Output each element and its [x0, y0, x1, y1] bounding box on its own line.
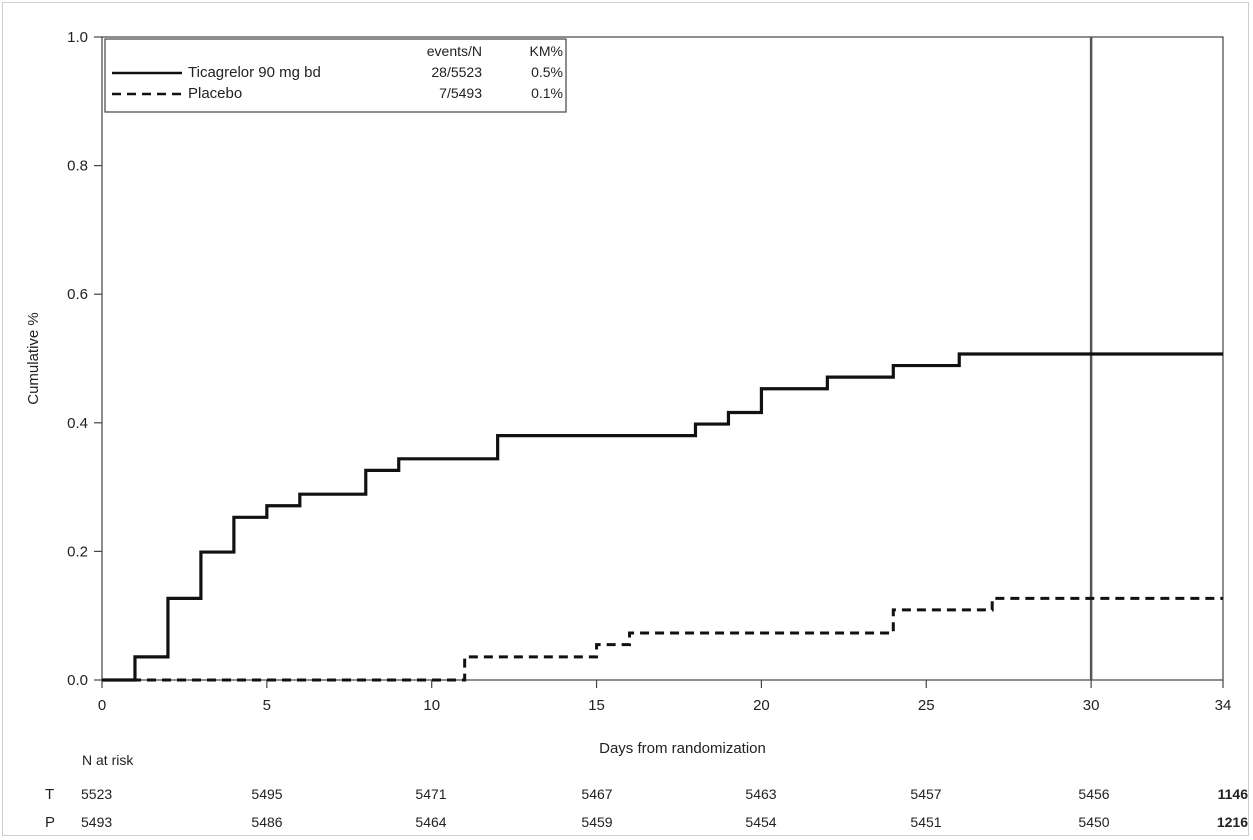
y-tick-label-0: 0.0 — [67, 672, 88, 689]
plot-border — [101, 36, 1224, 681]
risk-value-p-0: 5493 — [81, 814, 112, 830]
legend-label-0: Ticagrelor 90 mg bd — [188, 64, 321, 81]
y-axis-label: Cumulative % — [25, 312, 42, 405]
risk-row-label-p: P — [45, 814, 55, 831]
legend-box — [104, 38, 567, 113]
legend-events-1: 7/5493 — [439, 85, 482, 101]
risk-value-t-6: 5456 — [1078, 786, 1109, 802]
x-tick-label-5: 25 — [918, 697, 935, 714]
risk-value-t-5: 5457 — [910, 786, 941, 802]
series-layer — [102, 352, 1223, 682]
y-tick-label-5: 1.0 — [67, 29, 88, 46]
x-axis-label: Days from randomization — [599, 740, 766, 757]
risk-value-t-0: 5523 — [81, 786, 112, 802]
axes: 0.0 0.2 0.4 0.6 0.8 1.0 0 5 10 15 20 25 30 34 Days fro… — [25, 29, 1231, 757]
legend-label-1: Placebo — [188, 85, 242, 102]
risk-value-t-2: 5471 — [415, 786, 446, 802]
legend-km-1: 0.1% — [531, 85, 563, 101]
risk-table: N at risk T 5523 5495 5471 5467 5463 5457 5456 11… — [45, 752, 1248, 831]
risk-row-label-t: T — [45, 786, 54, 803]
risk-value-t-4: 5463 — [745, 786, 776, 802]
x-tick-label-3: 15 — [588, 697, 605, 714]
risk-value-p-3: 5459 — [581, 814, 612, 830]
risk-value-p-6: 5450 — [1078, 814, 1109, 830]
y-tick-label-3: 0.6 — [67, 286, 88, 303]
risk-value-p-7: 1216 — [1217, 814, 1248, 830]
y-tick-label-4: 0.8 — [67, 158, 88, 175]
risk-value-p-2: 5464 — [415, 814, 446, 830]
legend-events-0: 28/5523 — [431, 64, 482, 80]
x-tick-label-6: 30 — [1083, 697, 1100, 714]
series-line-ticagrelor — [102, 352, 1223, 682]
risk-value-p-5: 5451 — [910, 814, 941, 830]
risk-value-p-4: 5454 — [745, 814, 776, 830]
x-tick-label-0: 0 — [98, 697, 106, 714]
y-tick-label-1: 0.2 — [67, 543, 88, 560]
legend: events/N KM% Ticagrelor 90 mg bd 28/5523 0.5… — [104, 38, 567, 113]
legend-col-events: events/N — [427, 43, 482, 59]
x-tick-label-1: 5 — [263, 697, 271, 714]
legend-km-0: 0.5% — [531, 64, 563, 80]
risk-table-title: N at risk — [82, 752, 134, 768]
x-tick-label-4: 20 — [753, 697, 770, 714]
legend-col-km: KM% — [530, 43, 563, 59]
risk-value-p-1: 5486 — [251, 814, 282, 830]
y-tick-label-2: 0.4 — [67, 415, 88, 432]
risk-value-t-1: 5495 — [251, 786, 282, 802]
x-tick-label-2: 10 — [423, 697, 440, 714]
series-line-placebo — [102, 596, 1223, 682]
risk-value-t-7: 1146 — [1218, 786, 1249, 802]
risk-value-t-3: 5467 — [581, 786, 612, 802]
x-tick-label-7: 34 — [1215, 697, 1232, 714]
